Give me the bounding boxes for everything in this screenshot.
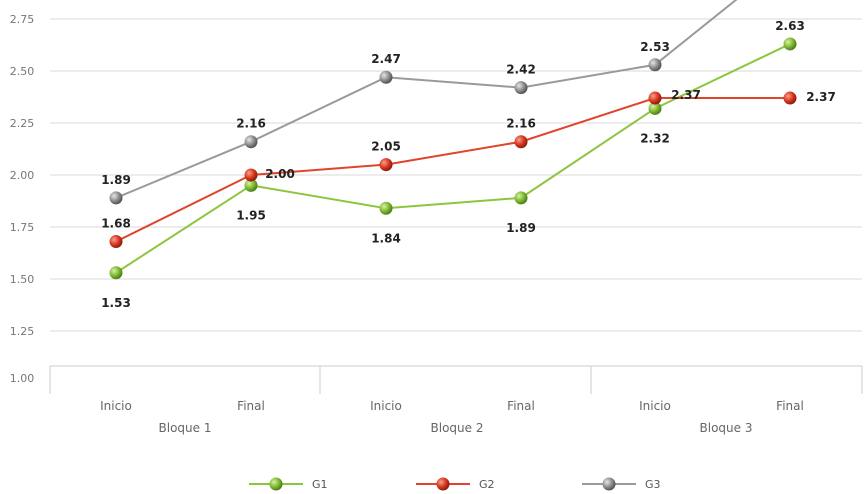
legend-marker-g3 bbox=[602, 477, 616, 491]
data-point-g3 bbox=[514, 81, 528, 95]
y-tick-label: 2.50 bbox=[10, 65, 35, 78]
data-label-g3: 1.89 bbox=[101, 173, 131, 187]
x-group-label: Bloque 2 bbox=[431, 421, 484, 435]
x-tick-label: Inicio bbox=[370, 399, 402, 413]
y-tick-label: 2.25 bbox=[10, 117, 35, 130]
data-point-g2 bbox=[783, 91, 797, 105]
data-label-g2: 2.05 bbox=[371, 140, 401, 154]
series-group bbox=[109, 0, 797, 280]
data-point-g1 bbox=[648, 101, 662, 115]
x-tick-label: Final bbox=[507, 399, 535, 413]
x-tick-label: Inicio bbox=[100, 399, 132, 413]
legend-label-g3: G3 bbox=[645, 478, 661, 491]
x-axis: Inicio Final Inicio Final Inicio Final Bloque … bbox=[49, 365, 863, 435]
data-label-g3: 2.53 bbox=[640, 40, 670, 54]
data-label-g1: 2.32 bbox=[640, 131, 670, 145]
legend-label-g1: G1 bbox=[312, 478, 328, 491]
data-label-g3: 2.42 bbox=[506, 63, 536, 77]
y-tick-label: 1.75 bbox=[10, 221, 35, 234]
series-line-g2 bbox=[115, 97, 790, 243]
data-label-g1: 1.53 bbox=[101, 296, 131, 310]
data-point-g3 bbox=[648, 58, 662, 72]
data-point-g2 bbox=[514, 135, 528, 149]
legend-label-g2: G2 bbox=[479, 478, 495, 491]
y-tick-label: 2.00 bbox=[10, 169, 35, 182]
x-tick-label: Final bbox=[237, 399, 265, 413]
legend: G1 G2 G3 bbox=[249, 477, 661, 491]
data-point-g3 bbox=[109, 191, 123, 205]
data-label-g2: 2.37 bbox=[671, 88, 701, 102]
y-tick-label: 1.25 bbox=[10, 325, 35, 338]
data-point-g1 bbox=[783, 37, 797, 51]
data-point-g3 bbox=[379, 70, 393, 84]
x-tick-label: Inicio bbox=[639, 399, 671, 413]
series-line-g3 bbox=[115, 0, 738, 199]
data-label-g2: 2.16 bbox=[506, 117, 536, 131]
data-point-g1 bbox=[379, 201, 393, 215]
data-point-g1 bbox=[109, 266, 123, 280]
data-point-g1 bbox=[514, 191, 528, 205]
y-tick-label: 1.50 bbox=[10, 273, 35, 286]
y-axis: 1.001.251.501.752.002.252.502.753.003.25 bbox=[10, 13, 35, 385]
data-point-g2 bbox=[109, 235, 123, 249]
data-point-g2 bbox=[379, 158, 393, 172]
data-label-g2: 1.68 bbox=[101, 217, 131, 231]
data-point-g1 bbox=[244, 178, 258, 192]
data-point-g2 bbox=[648, 91, 662, 105]
grid-lines bbox=[50, 18, 862, 332]
x-tick-label: Final bbox=[776, 399, 804, 413]
data-label-g1: 1.89 bbox=[506, 221, 536, 235]
data-point-g2 bbox=[244, 168, 258, 182]
series-line-g1 bbox=[115, 43, 791, 274]
y-tick-label: 2.75 bbox=[10, 13, 35, 26]
x-group-label: Bloque 3 bbox=[700, 421, 753, 435]
y-tick-label: 1.00 bbox=[10, 372, 35, 385]
data-label-g2: 2.00 bbox=[265, 167, 295, 181]
x-group-label: Bloque 1 bbox=[159, 421, 212, 435]
legend-marker-g1 bbox=[269, 477, 283, 491]
data-label-g3: 2.47 bbox=[371, 52, 401, 66]
data-labels: 1.53 1.95 1.84 1.89 2.32 2.63 1.68 2.00 2.05 2.16… bbox=[101, 19, 836, 310]
data-point-g3 bbox=[244, 135, 258, 149]
data-label-g2: 2.37 bbox=[806, 90, 836, 104]
data-label-g1: 2.63 bbox=[775, 19, 805, 33]
data-label-g1: 1.95 bbox=[236, 208, 266, 222]
data-label-g1: 1.84 bbox=[371, 231, 401, 245]
data-label-g3: 2.16 bbox=[236, 117, 266, 131]
legend-marker-g2 bbox=[436, 477, 450, 491]
